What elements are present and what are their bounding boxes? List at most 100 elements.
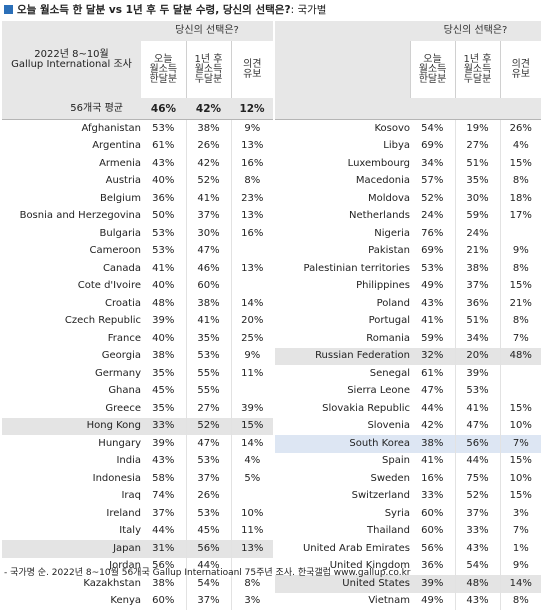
value-later: 75% xyxy=(455,470,500,488)
value-undecided: 8% xyxy=(500,593,541,610)
country-cell: Armenia xyxy=(2,155,141,173)
country-cell: Netherlands xyxy=(275,208,410,226)
value-today: 43% xyxy=(141,155,186,173)
value-today: 41% xyxy=(141,260,186,278)
value-undecided: 15% xyxy=(500,400,541,418)
country-cell: Canada xyxy=(2,260,141,278)
value-later: 56% xyxy=(186,540,231,558)
value-today: 53% xyxy=(410,260,455,278)
country-cell: Portugal xyxy=(275,313,410,331)
value-undecided: 21% xyxy=(500,295,541,313)
header-row-top: 2022년 8~10월 Gallup International 조사 당신의 … xyxy=(2,21,273,41)
left-table-body: 2022년 8~10월 Gallup International 조사 당신의 … xyxy=(2,21,273,610)
value-today: 69% xyxy=(410,138,455,156)
value-later: 47% xyxy=(186,243,231,261)
value-undecided: 3% xyxy=(231,593,273,610)
value-later: 20% xyxy=(455,348,500,366)
value-later: 54% xyxy=(455,558,500,576)
value-undecided: 13% xyxy=(231,138,273,156)
value-today: 47% xyxy=(410,383,455,401)
value-undecided: 15% xyxy=(500,488,541,506)
left-data-table: 2022년 8~10월 Gallup International 조사 당신의 … xyxy=(2,21,273,610)
average-undecided: 12% xyxy=(231,98,273,120)
value-undecided xyxy=(231,488,273,506)
country-cell: Romania xyxy=(275,330,410,348)
value-later: 21% xyxy=(455,243,500,261)
value-today: 60% xyxy=(141,593,186,610)
value-today: 49% xyxy=(410,593,455,610)
value-undecided: 16% xyxy=(231,225,273,243)
value-undecided: 10% xyxy=(231,505,273,523)
title-text: 오늘 월소득 한 달분 vs 1년 후 두 달분 수령, 당신의 선택은? xyxy=(17,4,291,16)
value-today: 53% xyxy=(141,120,186,138)
country-cell: Belgium xyxy=(2,190,141,208)
value-later: 47% xyxy=(455,418,500,436)
value-undecided: 11% xyxy=(231,365,273,383)
survey-label: 2022년 8~10월 Gallup International 조사 xyxy=(2,21,141,98)
value-later: 41% xyxy=(186,190,231,208)
country-cell: Bosnia and Herzegovina xyxy=(2,208,141,226)
value-later: 37% xyxy=(455,278,500,296)
value-undecided: 26% xyxy=(500,120,541,138)
value-today: 43% xyxy=(141,453,186,471)
value-undecided: 5% xyxy=(231,470,273,488)
country-cell: France xyxy=(2,330,141,348)
value-later: 37% xyxy=(186,470,231,488)
choice-header: 당신의 선택은? xyxy=(410,21,541,41)
value-later: 41% xyxy=(455,400,500,418)
value-later: 51% xyxy=(455,313,500,331)
value-later: 38% xyxy=(186,120,231,138)
country-cell: Czech Republic xyxy=(2,313,141,331)
value-undecided: 7% xyxy=(500,435,541,453)
value-later: 37% xyxy=(186,208,231,226)
value-later: 26% xyxy=(186,488,231,506)
value-undecided: 9% xyxy=(500,243,541,261)
value-today: 36% xyxy=(141,190,186,208)
value-later: 34% xyxy=(455,330,500,348)
value-undecided xyxy=(231,383,273,401)
value-later: 42% xyxy=(186,155,231,173)
value-today: 50% xyxy=(141,208,186,226)
country-cell: Indonesia xyxy=(2,470,141,488)
value-undecided: 11% xyxy=(231,523,273,541)
value-today: 44% xyxy=(410,400,455,418)
value-today: 38% xyxy=(141,348,186,366)
value-today: 76% xyxy=(410,225,455,243)
value-today: 56% xyxy=(410,540,455,558)
value-undecided: 16% xyxy=(231,155,273,173)
title-suffix: : 국가별 xyxy=(291,4,327,16)
header-blank xyxy=(275,21,410,98)
country-cell: United Arab Emirates xyxy=(275,540,410,558)
value-undecided: 14% xyxy=(500,575,541,593)
value-later: 48% xyxy=(455,575,500,593)
country-cell: South Korea xyxy=(275,435,410,453)
country-cell: Senegal xyxy=(275,365,410,383)
value-later: 27% xyxy=(186,400,231,418)
country-cell: Greece xyxy=(2,400,141,418)
value-later: 35% xyxy=(455,173,500,191)
value-undecided: 25% xyxy=(231,330,273,348)
country-cell: Hungary xyxy=(2,435,141,453)
country-cell: Argentina xyxy=(2,138,141,156)
